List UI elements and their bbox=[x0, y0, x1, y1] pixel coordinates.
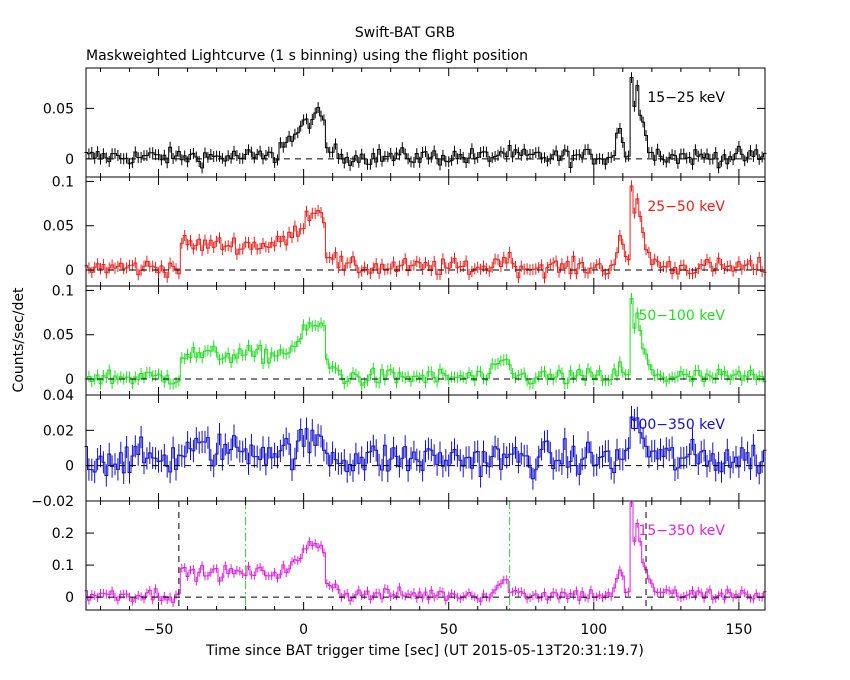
band-label-1: 25−50 keV bbox=[647, 199, 725, 215]
y-tick-label-1-0: 0 bbox=[65, 263, 74, 279]
y-tick-label-3-3: 0.04 bbox=[43, 388, 74, 404]
y-tick-label-3-0: −0.02 bbox=[31, 494, 74, 510]
panel-1: 0 0.05 0.1 25−50 keV bbox=[43, 174, 767, 287]
band-label-4: 15−350 keV bbox=[638, 523, 725, 539]
error-bars-4 bbox=[85, 501, 766, 607]
x-tick-label-4: 150 bbox=[726, 622, 753, 638]
x-tick-label-3: 100 bbox=[580, 622, 607, 638]
panels-group: 0 0.05 15−25 keV 0 0.05 0.1 25−50 keV 0 0.05 0.1 5… bbox=[31, 67, 767, 638]
panel-frame-4 bbox=[85, 500, 766, 611]
series-line-1 bbox=[84, 185, 767, 279]
y-tick-label-4-0: 0 bbox=[65, 590, 74, 606]
band-label-0: 15−25 keV bbox=[647, 90, 725, 106]
panel-3: −0.02 0 0.02 0.04 100−350 keV bbox=[31, 388, 767, 510]
y-tick-label-2-2: 0.1 bbox=[52, 283, 74, 299]
y-tick-label-4-2: 0.2 bbox=[52, 526, 74, 542]
band-label-3: 100−350 keV bbox=[630, 417, 726, 433]
y-tick-label-0-1: 0.05 bbox=[43, 101, 74, 117]
y-tick-label-4-1: 0.1 bbox=[52, 558, 74, 574]
panel-4: 0 0.1 0.2 15−350 keV bbox=[52, 500, 767, 611]
x-tick-label-2: 50 bbox=[440, 622, 458, 638]
x-axis-label: Time since BAT trigger time [sec] (UT 20… bbox=[205, 643, 644, 659]
series-line-4 bbox=[84, 502, 767, 604]
x-tick-label-0: −50 bbox=[144, 622, 174, 638]
series-line-2 bbox=[84, 298, 767, 386]
error-bars-1 bbox=[85, 180, 766, 284]
y-tick-label-3-2: 0.02 bbox=[43, 423, 74, 439]
y-axis-label: Counts/sec/det bbox=[11, 287, 27, 392]
error-bars-0 bbox=[85, 72, 766, 174]
y-tick-label-0-0: 0 bbox=[65, 152, 74, 168]
chart-title: Swift-BAT GRB bbox=[355, 25, 455, 41]
band-label-2: 50−100 keV bbox=[638, 308, 725, 324]
y-tick-label-1-1: 0.05 bbox=[43, 219, 74, 235]
chart-subtitle: Maskweighted Lightcurve (1 s binning) us… bbox=[86, 48, 528, 64]
y-tick-label-2-0: 0 bbox=[65, 372, 74, 388]
y-tick-label-2-1: 0.05 bbox=[43, 328, 74, 344]
panel-0: 0 0.05 15−25 keV bbox=[43, 67, 767, 178]
y-tick-label-3-1: 0 bbox=[65, 459, 74, 475]
y-tick-label-1-2: 0.1 bbox=[52, 174, 74, 190]
series-line-3 bbox=[84, 416, 767, 480]
panel-2: 0 0.05 0.1 50−100 keV bbox=[43, 283, 767, 396]
x-tick-label-1: 0 bbox=[299, 622, 308, 638]
